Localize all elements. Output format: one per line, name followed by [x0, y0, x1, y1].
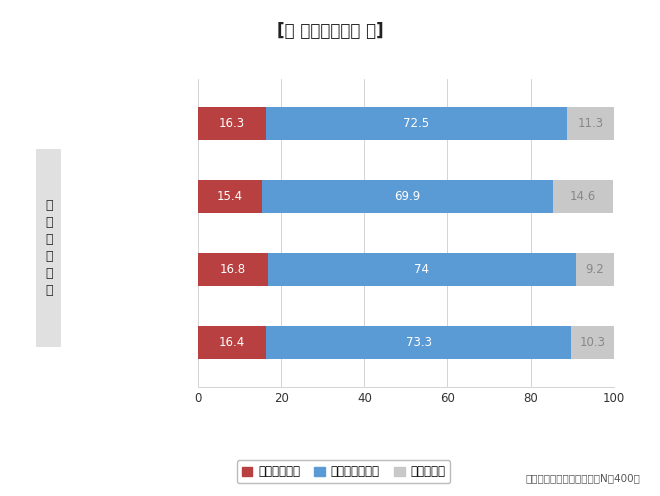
Text: 16.4: 16.4 [219, 336, 246, 350]
Text: 74: 74 [414, 263, 429, 276]
Bar [198, 107, 266, 140]
Text: 69.9: 69.9 [394, 190, 420, 203]
Bar [262, 180, 552, 213]
Bar [266, 107, 567, 140]
Text: 9.2: 9.2 [585, 263, 604, 276]
Bar [266, 326, 571, 360]
Text: 11.3: 11.3 [578, 117, 604, 130]
Bar [198, 180, 262, 213]
Bar [198, 326, 266, 360]
Text: [　 定年制の廃止 　]: [ 定年制の廃止 ] [277, 22, 383, 40]
Text: 従
業
員
規
模
別: 従 業 員 規 模 別 [45, 199, 53, 297]
Bar [268, 253, 576, 286]
Text: 16.8: 16.8 [220, 263, 246, 276]
Bar [552, 180, 613, 213]
Bar [571, 326, 614, 360]
Text: 14.6: 14.6 [570, 190, 596, 203]
Text: 73.3: 73.3 [406, 336, 432, 350]
Bar [576, 253, 614, 286]
Text: マンパワーグループ調べ（N＝400）: マンパワーグループ調べ（N＝400） [525, 474, 640, 484]
Text: 72.5: 72.5 [403, 117, 430, 130]
Bar [567, 107, 614, 140]
Text: 16.3: 16.3 [219, 117, 245, 130]
Bar [198, 253, 268, 286]
Text: 10.3: 10.3 [579, 336, 605, 350]
Text: 15.4: 15.4 [217, 190, 243, 203]
Legend: 導入している, 導入していない, わからない: 導入している, 導入していない, わからない [237, 460, 450, 483]
